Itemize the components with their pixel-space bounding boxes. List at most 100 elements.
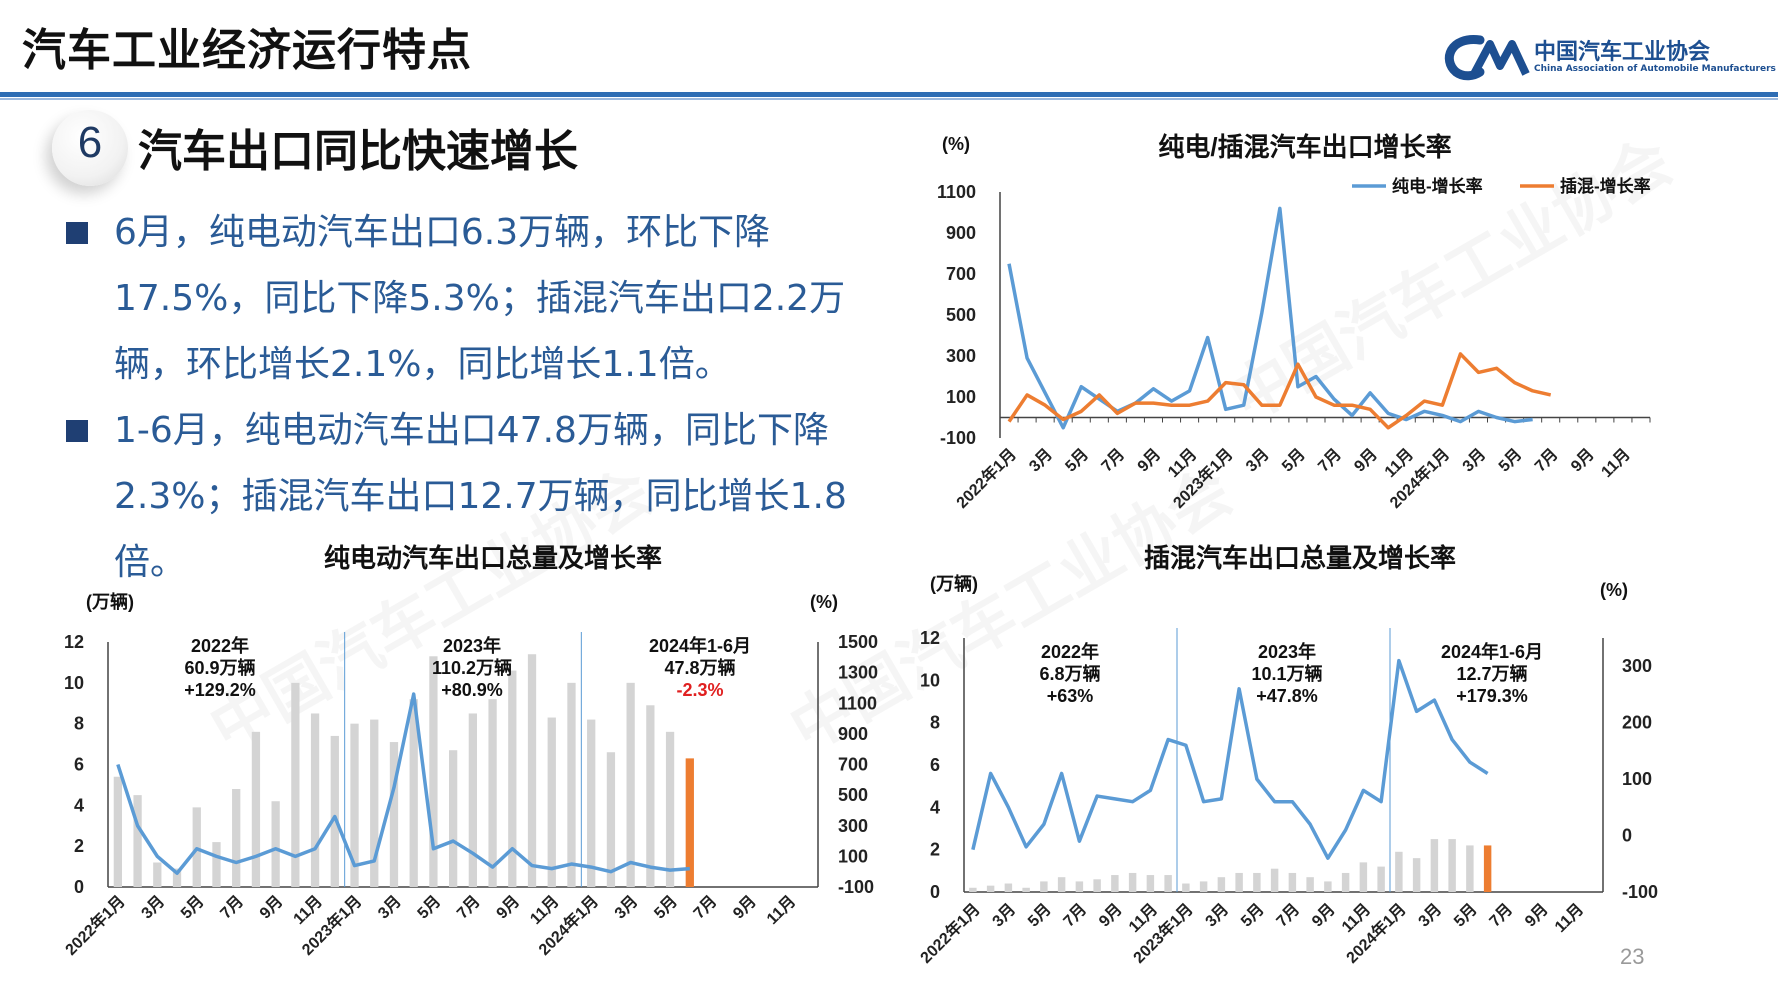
bar [389, 742, 399, 887]
x-tick-label: 2022年1月 [916, 899, 984, 967]
y-tick-label: 1100 [937, 182, 976, 202]
bar [1324, 881, 1332, 892]
bar [1235, 872, 1243, 892]
bar [370, 719, 379, 887]
y-tick-label-left: 2 [930, 840, 940, 860]
y-tick-label: 500 [946, 305, 976, 325]
page-title: 汽车工业经济运行特点 [22, 25, 472, 76]
header-divider [0, 92, 1778, 97]
y-tick-label-left: 10 [64, 673, 84, 693]
bullet-list: 6月，纯电动汽车出口6.3万辆，环比下降17.5%，同比下降5.3%；插混汽车出… [66, 200, 906, 596]
x-tick-label: 9月 [1308, 900, 1338, 930]
bar [587, 719, 596, 887]
x-tick-label: 9月 [1095, 900, 1125, 930]
bar [1430, 839, 1439, 892]
annotation-year: 2023年 [443, 635, 501, 656]
y-tick-label: 700 [946, 264, 976, 284]
legend-label: 插混-增长率 [1560, 176, 1651, 196]
annotation-total: 110.2万辆 [432, 657, 512, 678]
y-tick-label-left: 2 [74, 836, 84, 856]
section-number-badge: 6 [52, 110, 128, 186]
series-line [1007, 352, 1552, 430]
bar [1341, 872, 1350, 892]
bullet-text: 6月，纯电动汽车出口6.3万辆，环比下降17.5%，同比下降5.3%；插混汽车出… [114, 212, 846, 385]
cam-logo-icon [1444, 35, 1530, 81]
y-axis-unit-left: (万辆) [930, 573, 978, 594]
bar [1057, 877, 1066, 892]
annotation-total: 10.1万辆 [1251, 663, 1322, 684]
bar [232, 789, 241, 887]
bar [1093, 879, 1101, 892]
bar [133, 795, 142, 887]
bar [1146, 875, 1155, 892]
chart-title: 纯电动汽车出口总量及增长率 [324, 543, 662, 573]
y-tick-label-left: 6 [930, 755, 940, 775]
bar [508, 670, 517, 887]
bar [969, 887, 977, 892]
bar [113, 776, 123, 887]
growth-line [116, 692, 690, 875]
bar [1483, 845, 1492, 892]
y-tick-label: 900 [946, 223, 976, 243]
bar [606, 752, 616, 887]
x-tick-label: 5月 [1450, 900, 1480, 930]
bullet-text: 1-6月，纯电动汽车出口47.8万辆，同比下降2.3%；插混汽车出口12.7万辆… [114, 410, 847, 583]
y-tick-label-right: 200 [1622, 713, 1652, 733]
bar [448, 750, 458, 887]
bar [488, 699, 497, 887]
annotation-total: 47.8万辆 [664, 657, 735, 678]
square-bullet-icon [66, 222, 88, 244]
bar [567, 682, 576, 887]
y-tick-label-left: 12 [920, 628, 940, 648]
bar [665, 731, 675, 887]
legend-label: 纯电-增长率 [1392, 176, 1483, 196]
y-tick-label-right: 300 [838, 816, 868, 836]
y-tick-label: 300 [946, 346, 976, 366]
bar [1128, 872, 1137, 892]
bar [1022, 887, 1030, 892]
bar [1182, 883, 1190, 892]
annotation-growth: +80.9% [441, 680, 503, 700]
bar [685, 758, 694, 887]
y-axis-unit-left: (万辆) [86, 591, 134, 612]
x-tick-label: 3月 [1415, 900, 1445, 930]
annotation-growth: +179.3% [1456, 686, 1528, 706]
bar [1111, 875, 1119, 892]
bar [291, 682, 300, 887]
y-tick-label-left: 12 [64, 632, 84, 652]
bar [212, 842, 221, 887]
bar [1040, 881, 1048, 892]
bar [310, 713, 320, 887]
bar [1004, 883, 1013, 892]
bar [626, 682, 635, 887]
section-number: 6 [77, 118, 103, 167]
annotation-total: 12.7万辆 [1456, 663, 1527, 684]
bar [350, 723, 359, 887]
annotation-growth: -2.3% [676, 680, 723, 700]
y-tick-label: -100 [940, 428, 976, 448]
chart-title: 纯电/插混汽车出口增长率 [1158, 132, 1451, 162]
growth-line [971, 658, 1489, 860]
bar [1270, 868, 1279, 892]
bar [1466, 845, 1474, 892]
annotation-growth: +47.8% [1256, 686, 1318, 706]
bar [1448, 839, 1456, 892]
y-axis-unit: (%) [942, 134, 970, 154]
bar [468, 713, 478, 887]
bar [251, 731, 261, 887]
bar [1306, 877, 1314, 892]
logo-text-cn: 中国汽车工业协会 [1534, 40, 1711, 65]
y-tick-label-left: 8 [74, 714, 84, 734]
x-tick-label: 7月 [1486, 900, 1516, 930]
y-tick-label-right: -100 [1622, 882, 1658, 902]
annotation-year: 2022年 [191, 635, 249, 656]
bar [1075, 881, 1084, 892]
bar [172, 868, 182, 887]
y-tick-label-right: 500 [838, 785, 868, 805]
bar [646, 705, 655, 887]
y-tick-label-right: 100 [838, 846, 868, 866]
x-tick-label: 9月 [1521, 900, 1551, 930]
